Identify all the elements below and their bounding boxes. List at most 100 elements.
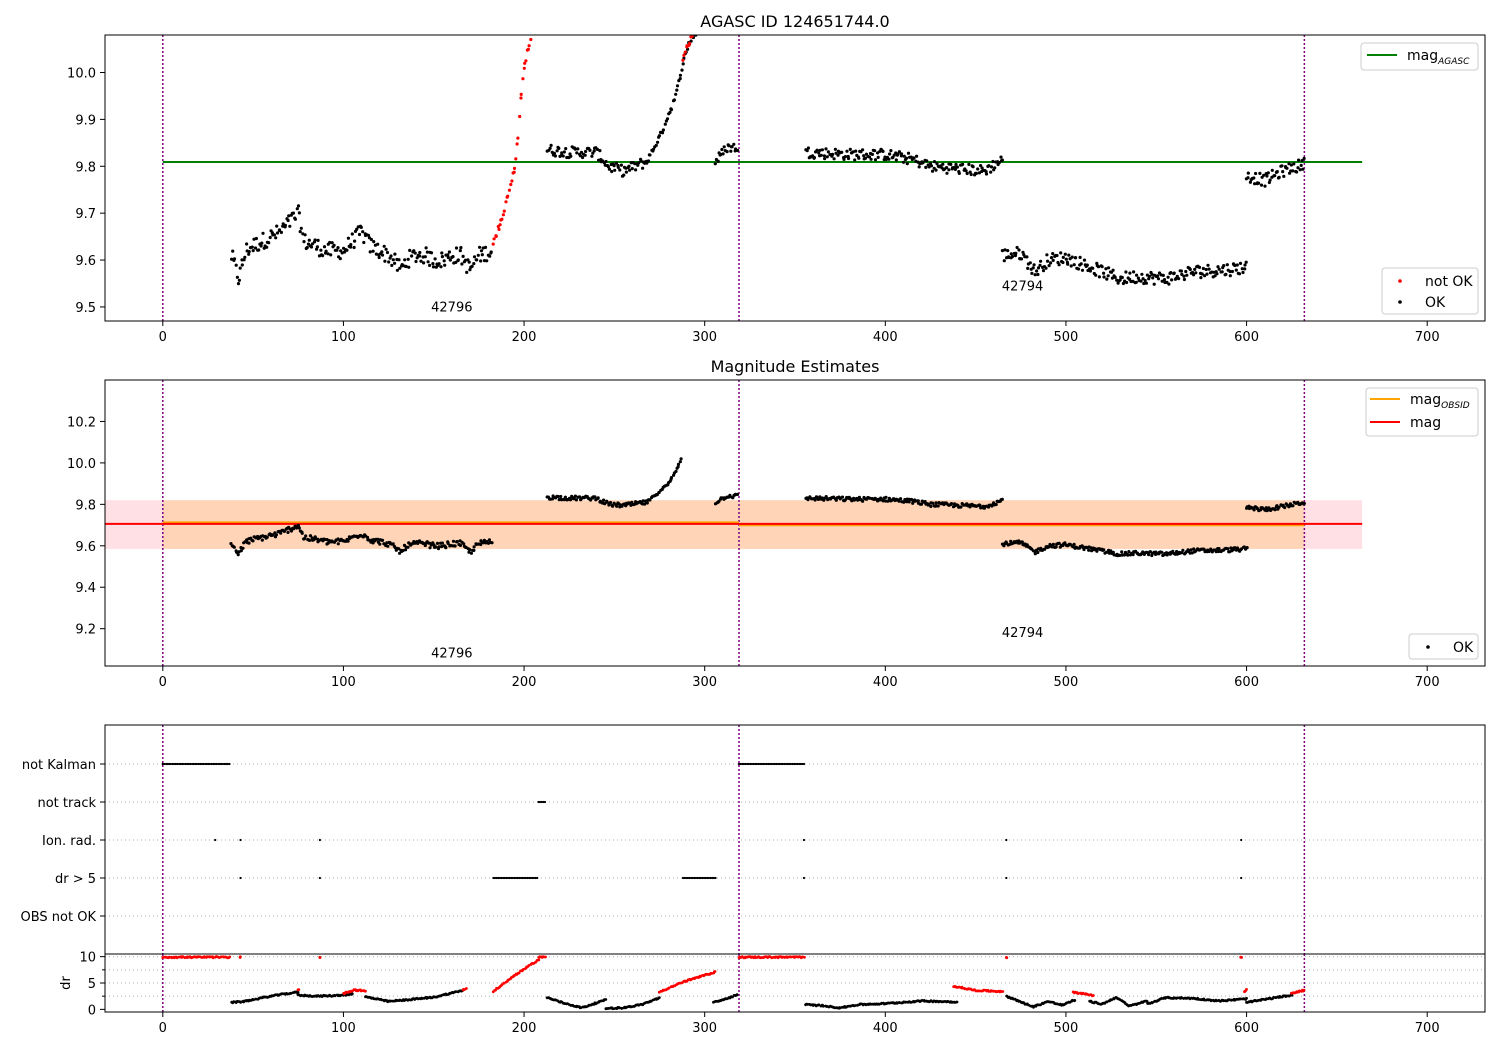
data-point bbox=[243, 255, 247, 259]
x-tick-label: 0 bbox=[159, 1021, 167, 1036]
data-point bbox=[1172, 271, 1176, 275]
data-point bbox=[321, 254, 325, 258]
data-point bbox=[259, 244, 263, 248]
data-point bbox=[277, 228, 282, 232]
data-point bbox=[1275, 170, 1279, 174]
y-tick-label: 10.2 bbox=[67, 415, 96, 430]
data-point bbox=[971, 165, 975, 169]
data-point bbox=[549, 143, 553, 147]
data-point bbox=[595, 147, 600, 151]
data-point bbox=[735, 993, 739, 997]
data-point bbox=[1194, 271, 1198, 275]
flag-point bbox=[200, 762, 203, 766]
data-point bbox=[232, 257, 237, 261]
data-point bbox=[728, 493, 732, 497]
data-point bbox=[391, 542, 395, 546]
data-point bbox=[1244, 260, 1248, 264]
data-point bbox=[498, 223, 502, 227]
data-point bbox=[428, 546, 432, 550]
data-point bbox=[1017, 248, 1021, 252]
x-tick-label: 0 bbox=[159, 330, 167, 345]
data-point bbox=[887, 496, 892, 500]
flag-point bbox=[523, 876, 526, 880]
y-tick-label: 9.8 bbox=[75, 160, 96, 175]
data-point bbox=[598, 149, 602, 153]
data-point bbox=[1087, 548, 1091, 552]
data-point bbox=[1297, 989, 1301, 993]
data-point bbox=[490, 541, 494, 545]
x-tick-label: 300 bbox=[692, 330, 717, 345]
data-point bbox=[716, 159, 720, 163]
data-point bbox=[590, 154, 594, 158]
data-point bbox=[1139, 279, 1143, 283]
data-point bbox=[245, 242, 249, 246]
data-point bbox=[219, 955, 223, 959]
data-point bbox=[288, 224, 292, 228]
data-point bbox=[378, 542, 382, 546]
data-point bbox=[293, 217, 297, 221]
data-point bbox=[596, 496, 600, 500]
data-point bbox=[1156, 274, 1160, 278]
chart-title: AGASC ID 124651744.0 bbox=[700, 12, 889, 31]
data-point bbox=[1273, 508, 1277, 512]
data-point bbox=[1225, 263, 1229, 267]
data-point bbox=[1267, 506, 1271, 510]
data-point bbox=[1263, 184, 1267, 188]
data-point bbox=[395, 268, 399, 272]
data-point bbox=[1072, 542, 1076, 547]
data-point bbox=[1233, 546, 1237, 550]
data-point bbox=[1049, 261, 1053, 265]
data-point bbox=[309, 245, 314, 249]
data-point bbox=[418, 254, 422, 258]
flag-point bbox=[696, 876, 699, 880]
data-point bbox=[1094, 273, 1098, 277]
data-point bbox=[1290, 993, 1294, 997]
data-point bbox=[955, 1000, 959, 1004]
data-point bbox=[888, 152, 892, 156]
legend-label: mag bbox=[1410, 392, 1441, 408]
data-point bbox=[349, 243, 353, 247]
data-point bbox=[1140, 272, 1144, 276]
data-point bbox=[1217, 547, 1221, 551]
data-point bbox=[869, 1002, 873, 1006]
legend-label-ok: OK bbox=[1453, 640, 1474, 656]
data-point bbox=[1118, 278, 1122, 282]
data-point bbox=[408, 248, 412, 252]
x-tick-label: 500 bbox=[1054, 675, 1079, 690]
flag-point bbox=[169, 762, 172, 766]
data-point bbox=[510, 179, 514, 183]
data-point bbox=[641, 499, 645, 503]
data-point bbox=[727, 144, 731, 148]
flag-point bbox=[239, 838, 242, 842]
legend-label-mag: mag bbox=[1410, 415, 1441, 431]
data-point bbox=[1078, 255, 1082, 259]
flag-point bbox=[746, 762, 749, 766]
data-point bbox=[487, 538, 491, 542]
data-point bbox=[984, 172, 989, 176]
data-point bbox=[304, 534, 308, 538]
flag-point bbox=[802, 838, 806, 842]
data-point bbox=[385, 250, 390, 255]
data-point bbox=[1001, 990, 1005, 993]
flag-point bbox=[528, 876, 531, 880]
flag-point bbox=[531, 876, 534, 880]
flag-point bbox=[534, 876, 537, 880]
data-point bbox=[1252, 508, 1256, 512]
data-point bbox=[947, 168, 951, 172]
data-point bbox=[1116, 281, 1120, 285]
data-point bbox=[721, 152, 725, 156]
flag-point bbox=[703, 876, 706, 880]
obsid-label: 42796 bbox=[431, 647, 472, 662]
data-point bbox=[1111, 550, 1115, 554]
data-point bbox=[916, 499, 920, 503]
data-point bbox=[675, 84, 680, 88]
data-point bbox=[1125, 280, 1129, 285]
data-point bbox=[482, 538, 486, 542]
data-point bbox=[1257, 181, 1261, 185]
data-point bbox=[628, 168, 632, 172]
data-point bbox=[622, 173, 626, 177]
data-point bbox=[1069, 264, 1073, 268]
flag-point bbox=[187, 762, 190, 766]
data-point bbox=[620, 1006, 624, 1010]
data-point bbox=[386, 544, 390, 548]
